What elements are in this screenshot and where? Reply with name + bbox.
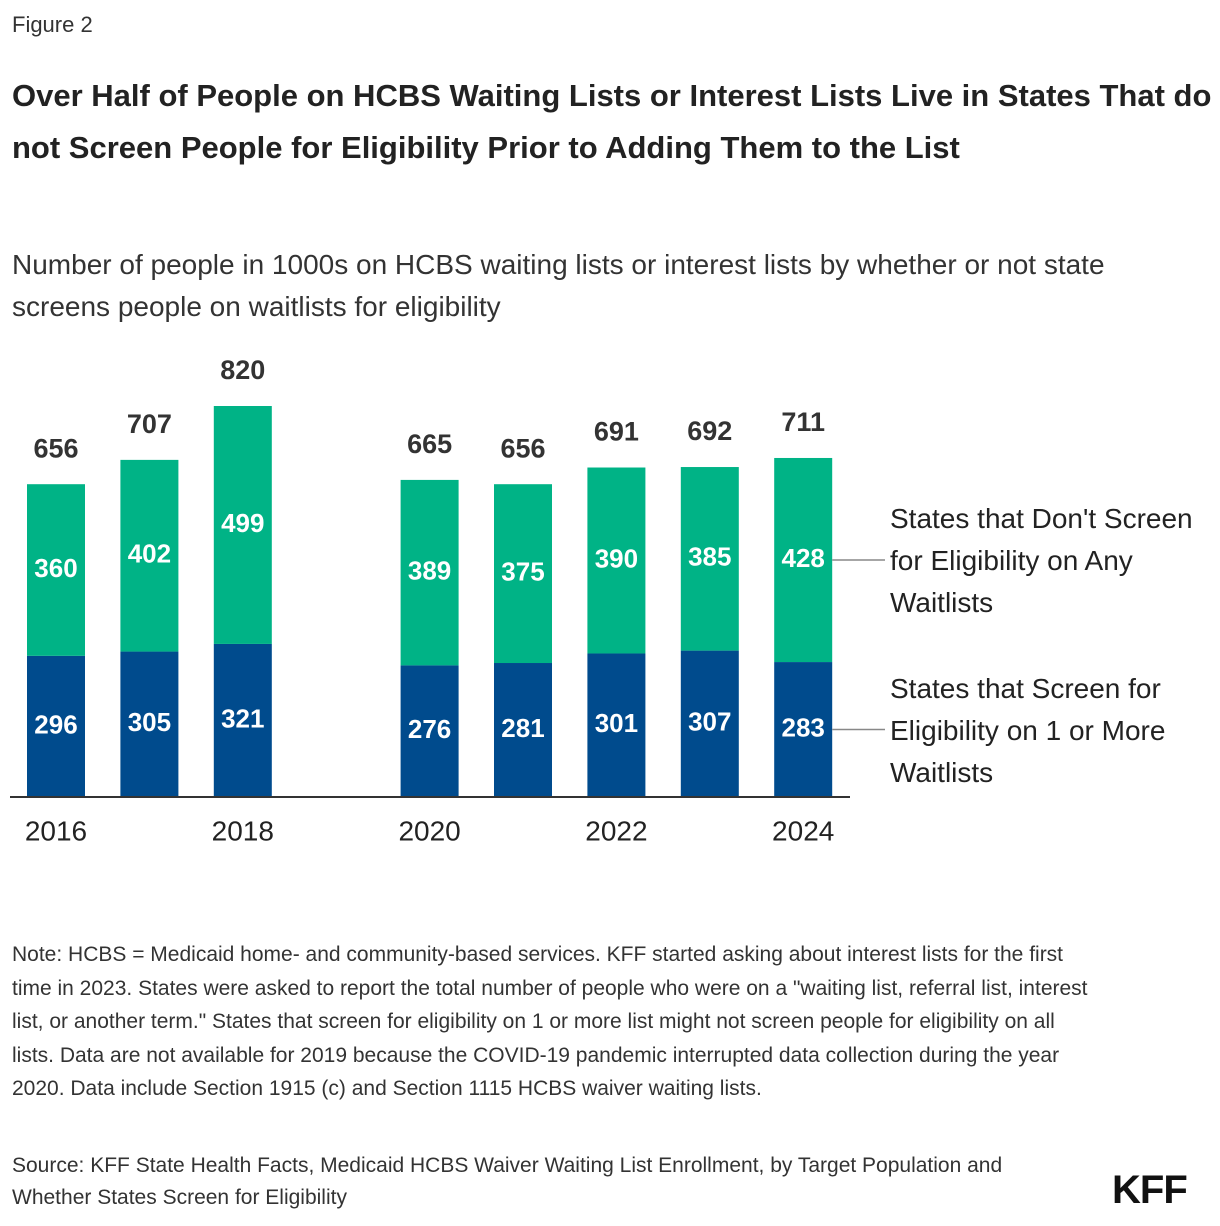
bar-segment — [400, 479, 459, 666]
total-label: 707 — [127, 409, 172, 439]
x-tick-label: 2022 — [585, 815, 647, 846]
data-label: 375 — [501, 556, 544, 586]
bar-segment — [494, 484, 552, 664]
total-label: 656 — [33, 433, 78, 463]
data-label: 499 — [221, 508, 264, 538]
x-tick-label: 2024 — [772, 815, 834, 846]
data-label: 276 — [408, 714, 451, 744]
data-label: 402 — [128, 539, 171, 569]
total-label: 691 — [594, 417, 639, 447]
bar-segment — [494, 663, 552, 797]
bar-segment — [27, 484, 85, 656]
note: Note: HCBS = Medicaid home- and communit… — [12, 943, 1088, 1100]
data-label: 390 — [595, 543, 638, 573]
total-label: 665 — [407, 429, 452, 459]
bar-segment — [213, 406, 272, 644]
bar-segment — [680, 467, 739, 651]
data-label: 305 — [128, 707, 171, 737]
bar-segment — [587, 467, 646, 654]
data-label: 283 — [782, 712, 825, 742]
data-label: 389 — [408, 556, 451, 586]
legend-label: States that Don't Screen for Eligibility… — [890, 503, 1193, 618]
data-label: 360 — [34, 553, 77, 583]
data-label: 321 — [221, 703, 264, 733]
x-tick-label: 2020 — [398, 815, 460, 846]
chart-title: Over Half of People on HCBS Waiting List… — [12, 78, 1212, 165]
source: Source: KFF State Health Facts, Medicaid… — [12, 1154, 1003, 1209]
total-label: 656 — [500, 433, 545, 463]
bar-segment — [400, 665, 459, 797]
bar-segment — [27, 655, 85, 797]
total-label: 711 — [781, 407, 825, 437]
bar-segment — [120, 459, 179, 652]
bar-segment — [774, 457, 833, 663]
bar-segment — [120, 651, 179, 797]
figure-label: Figure 2 — [12, 12, 93, 37]
total-label: 820 — [220, 355, 265, 385]
data-label: 385 — [688, 542, 731, 572]
legend-label: States that Screen for Eligibility on 1 … — [890, 673, 1166, 788]
data-label: 428 — [782, 543, 825, 573]
data-label: 301 — [595, 708, 638, 738]
x-tick-label: 2018 — [212, 815, 274, 846]
data-label: 296 — [34, 709, 77, 739]
data-label: 281 — [501, 713, 544, 743]
chart-subtitle: Number of people in 1000s on HCBS waitin… — [12, 249, 1105, 322]
data-label: 307 — [688, 707, 731, 737]
bar-segment — [213, 643, 272, 797]
logo: KFF — [1112, 1168, 1188, 1212]
bar-segment — [774, 662, 833, 797]
bar-segment — [680, 650, 739, 797]
bar-segment — [587, 653, 646, 797]
x-tick-label: 2016 — [25, 815, 87, 846]
total-label: 692 — [687, 416, 732, 446]
